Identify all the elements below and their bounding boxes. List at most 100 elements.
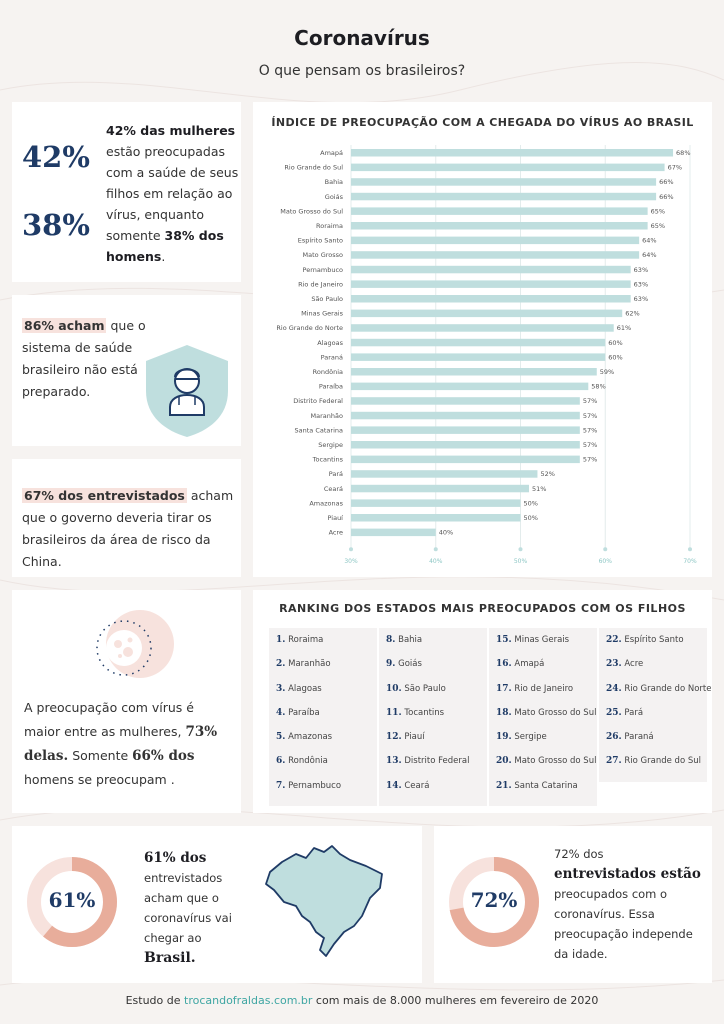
ranking-item: 12. Piauí (379, 729, 487, 753)
category-label: Santa Catarina (295, 426, 343, 434)
source-link[interactable]: trocandofraldas.com.br (184, 994, 313, 1007)
bar (351, 222, 648, 230)
ranking-state: Tocantins (401, 707, 445, 718)
arrival-belief-card: 61% 61% dos entrevistados acham que o co… (12, 826, 422, 983)
ranking-number: 22. (606, 635, 622, 645)
virus-icon (96, 610, 174, 678)
page-subtitle: O que pensam os brasileiros? (258, 63, 466, 79)
value-label: 58% (591, 383, 605, 391)
brazil-map-icon (265, 845, 383, 957)
ranking-number: 13. (386, 756, 402, 767)
bar (351, 338, 606, 347)
ranking-item: 25. Pará (599, 705, 707, 729)
ranking-number: 27. (606, 756, 622, 767)
ranking-number: 17. (496, 683, 512, 694)
bar (351, 251, 640, 259)
bar (351, 192, 657, 201)
ranking-number: 19. (496, 732, 512, 743)
ranking-state: Ceará (401, 780, 430, 791)
ranking-number: 7. (276, 780, 286, 791)
china-risk-text: 67% dos entrevistados acham que o govern… (22, 488, 234, 569)
ranking-state: Amapá (511, 659, 545, 670)
ranking-column: 1. Roraima 2. Maranhão 3. Alagoas 4. Paraíb… (269, 628, 377, 807)
ranking-item: 14. Ceará (379, 778, 487, 802)
bar (351, 178, 657, 186)
gender-concern-text: A preocupação com vírus é maior entre as… (24, 700, 218, 787)
x-tick-label: 70% (683, 558, 697, 565)
ranking-item: 22. Espírito Santo (599, 632, 707, 656)
ranking-item: 13. Distrito Federal (379, 753, 487, 777)
ranking-state: Rio Grande do Sul (621, 756, 701, 767)
ranking-item: 6. Rondônia (269, 753, 377, 777)
ranking-item: 2. Maranhão (269, 656, 377, 680)
bar (351, 368, 597, 376)
value-label: 63% (634, 280, 648, 288)
general-concern-card: 72% 72% dos entrevistados estão preocupa… (434, 826, 712, 983)
value-label: 57% (583, 412, 597, 420)
health-system-card: 86% acham que o sistema de saúde brasile… (12, 295, 241, 446)
health-system-text: 86% acham que o sistema de saúde brasile… (22, 318, 146, 399)
ranking-state: Pará (621, 707, 644, 718)
category-label: Paraná (321, 353, 343, 361)
ranking-state: Paraná (621, 732, 654, 743)
value-label: 59% (600, 368, 614, 376)
concern-donut (449, 857, 539, 947)
ranking-number: 9. (386, 659, 396, 670)
x-tick-label: 30% (344, 558, 358, 565)
ranking-state: Amazonas (285, 732, 333, 743)
x-tick-label: 60% (599, 558, 613, 565)
category-label: Ceará (324, 485, 343, 493)
category-label: Roraima (316, 222, 343, 230)
bar (351, 207, 648, 215)
value-label: 51% (532, 485, 546, 493)
category-label: Pernambuco (303, 266, 343, 274)
ranking-column: 22. Espírito Santo 23. Acre 24. Rio Grande… (599, 628, 711, 782)
x-tick-dot (349, 547, 353, 552)
ranking-item: 24. Rio Grande do Norte (599, 681, 711, 705)
category-label: Rio Grande do Sul (284, 164, 343, 172)
value-label: 40% (439, 529, 453, 537)
category-label: Bahia (325, 178, 343, 186)
category-label: Sergipe (318, 441, 343, 449)
bar (351, 309, 623, 318)
ranking-state: Mato Grosso do Sul (511, 756, 597, 767)
ranking-number: 14. (386, 780, 402, 791)
ranking-item: 23. Acre (599, 656, 707, 680)
ranking-item: 1. Roraima (269, 632, 377, 656)
category-label: Minas Gerais (301, 310, 343, 318)
men-percent: 38% (22, 208, 90, 242)
ranking-state: Rio de Janeiro (511, 683, 574, 694)
category-label: Maranhão (311, 412, 343, 420)
ranking-state: Goiás (395, 659, 422, 670)
x-tick-dot (603, 547, 608, 552)
bar (351, 280, 631, 288)
bar (351, 236, 640, 245)
bar (351, 528, 436, 537)
value-label: 63% (634, 266, 648, 274)
bar (351, 163, 665, 172)
category-label: Espírito Santo (298, 237, 343, 245)
arrival-donut (27, 857, 117, 947)
ranking-state: Minas Gerais (511, 635, 570, 645)
category-label: Goiás (325, 193, 344, 201)
ranking-state: São Paulo (401, 683, 446, 694)
ranking-item: 26. Paraná (599, 729, 707, 753)
ranking-item: 8. Bahia (379, 632, 487, 656)
value-label: 50% (524, 514, 538, 522)
women-percent: 42% (22, 140, 90, 174)
ranking-item: 5. Amazonas (269, 729, 377, 753)
bar (351, 324, 614, 332)
bar (351, 397, 580, 405)
ranking-number: 23. (606, 659, 622, 670)
ranking-number: 6. (276, 756, 286, 767)
ranking-item: 3. Alagoas (269, 681, 377, 705)
arrival-text: 61% dos entrevistados acham que o corona… (144, 850, 232, 966)
value-label: 50% (524, 499, 538, 507)
concern-index-chart: 30% 40% 50% 60% 70% Amapá 68% Rio Grande do Sul… (276, 145, 697, 565)
ranking-number: 1. (276, 635, 286, 645)
ranking-item: 16. Amapá (489, 656, 597, 680)
ranking-number: 20. (496, 756, 512, 767)
category-label: Alagoas (317, 339, 343, 347)
ranking-item: 11. Tocantins (379, 705, 487, 729)
x-tick-label: 40% (429, 558, 443, 565)
